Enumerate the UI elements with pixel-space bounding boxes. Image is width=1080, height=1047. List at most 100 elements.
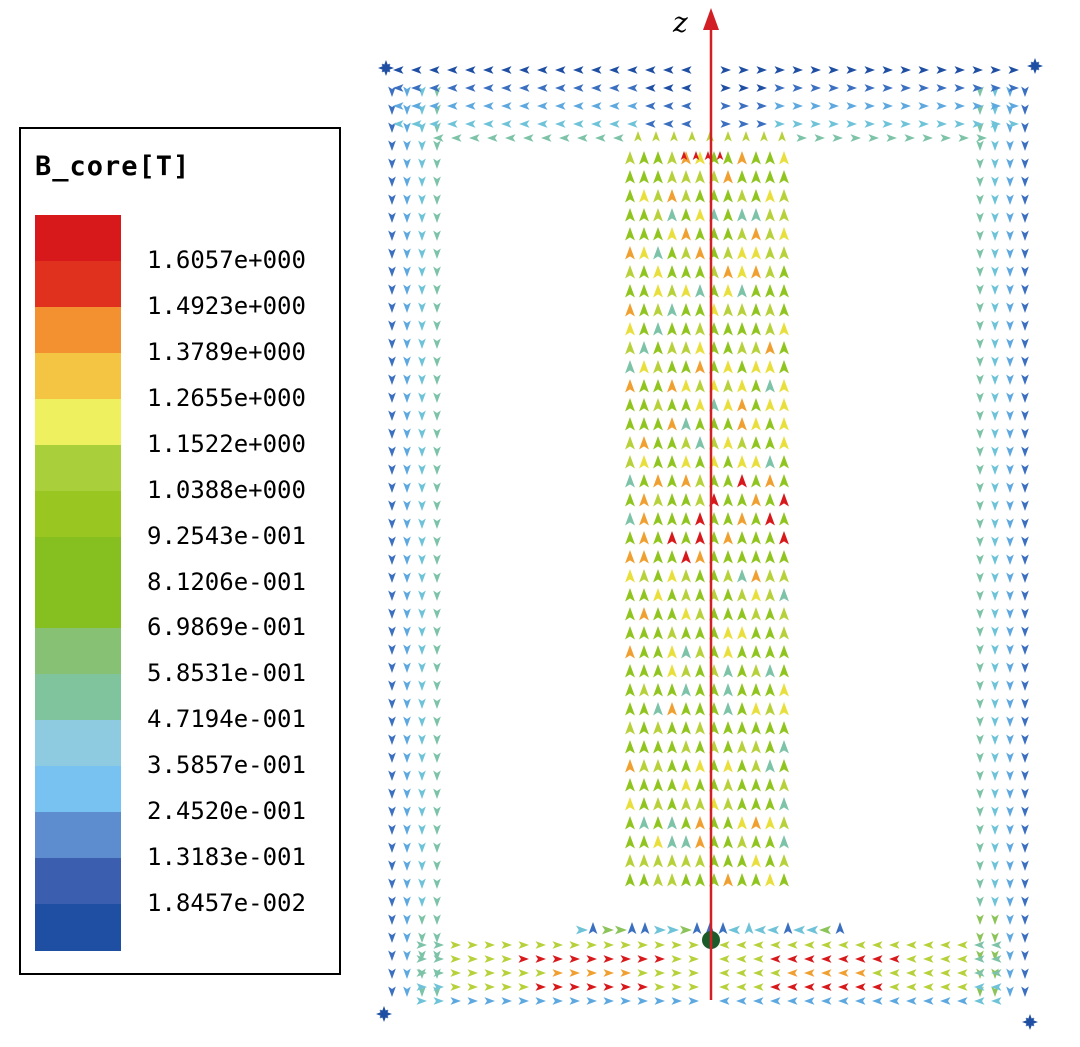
flux-arrow	[991, 983, 1002, 991]
flux-arrow	[723, 474, 733, 488]
flux-arrow	[779, 702, 789, 716]
flux-arrow	[639, 360, 649, 374]
flux-arrow	[418, 824, 426, 835]
flux-arrow	[1021, 464, 1029, 475]
flux-arrow	[779, 550, 789, 564]
flux-arrow	[779, 569, 789, 583]
flux-arrow	[418, 788, 426, 799]
flux-arrow	[779, 227, 789, 241]
flux-arrow	[681, 607, 691, 621]
flux-arrow	[695, 436, 705, 450]
flux-arrow	[393, 84, 404, 92]
flux-arrow	[681, 227, 691, 241]
flux-arrow	[804, 941, 815, 949]
legend-tick-label: 4.7194e-001	[147, 705, 306, 734]
flux-arrow	[429, 84, 440, 92]
flux-arrow	[954, 66, 965, 74]
flux-arrow	[681, 550, 691, 564]
flux-arrow	[501, 84, 512, 92]
flux-arrow	[555, 120, 566, 128]
flux-arrow	[603, 941, 614, 949]
flux-arrow	[737, 417, 747, 431]
flux-arrow	[388, 806, 396, 817]
flux-arrow	[627, 102, 638, 110]
flux-arrow	[388, 626, 396, 637]
flux-arrow	[1021, 554, 1029, 565]
flux-arrow	[433, 932, 441, 943]
flux-arrow	[639, 626, 649, 640]
flux-arrow	[976, 518, 984, 529]
flux-arrow	[388, 212, 396, 223]
flux-arrow	[738, 120, 749, 128]
flux-arrow	[1006, 482, 1014, 493]
flux-arrow	[737, 493, 747, 507]
flux-arrow	[388, 968, 396, 979]
flux-arrow	[555, 84, 566, 92]
flux-arrow	[667, 645, 677, 659]
flux-arrow	[779, 417, 789, 431]
flux-arrow	[667, 721, 677, 735]
flux-arrow	[653, 303, 663, 317]
flux-arrow	[653, 379, 663, 393]
flux-arrow	[418, 914, 426, 925]
flux-arrow	[855, 955, 866, 963]
flux-arrow	[906, 983, 917, 991]
flux-arrow	[418, 752, 426, 763]
flux-arrow	[388, 500, 396, 511]
flux-arrow	[645, 84, 656, 92]
flux-arrow	[737, 322, 747, 336]
flux-arrow	[751, 208, 761, 222]
flux-arrow	[936, 84, 947, 92]
flux-arrow	[751, 588, 761, 602]
flux-arrow	[991, 806, 999, 817]
flux-arrow	[779, 512, 789, 526]
flux-arrow	[388, 140, 396, 151]
flux-arrow	[1021, 482, 1029, 493]
flux-arrow	[692, 151, 700, 160]
flux-arrow	[753, 983, 764, 991]
flux-arrow	[681, 208, 691, 222]
flux-arrow	[433, 716, 441, 727]
flux-arrow	[552, 997, 563, 1005]
flux-arrow	[1031, 61, 1043, 71]
flux-arrow	[681, 759, 691, 773]
flux-arrow	[433, 554, 441, 565]
flux-arrow	[976, 842, 984, 853]
flux-arrow	[1006, 212, 1014, 223]
flux-arrow	[667, 683, 677, 697]
flux-arrow	[991, 356, 999, 367]
flux-arrow	[779, 474, 789, 488]
flux-arrow	[991, 734, 999, 745]
flux-arrow	[1006, 644, 1014, 655]
flux-arrow	[403, 590, 411, 601]
flux-arrow	[723, 816, 733, 830]
flux-arrow	[681, 835, 691, 849]
flux-arrow	[737, 265, 747, 279]
flux-arrow	[1021, 680, 1029, 691]
flux-arrow	[450, 941, 461, 949]
legend-tick-label: 1.3789e+000	[147, 337, 306, 366]
flux-arrow	[418, 896, 426, 907]
flux-arrow	[765, 512, 775, 526]
flux-arrow	[388, 572, 396, 583]
legend-tick-label: 1.6057e+000	[147, 245, 306, 274]
flux-arrow	[751, 550, 761, 564]
flux-arrow	[779, 626, 789, 640]
flux-arrow	[411, 84, 422, 92]
flux-arrow	[695, 246, 705, 260]
flux-arrow	[537, 102, 548, 110]
flux-arrow	[804, 983, 815, 991]
flux-arrow	[765, 189, 775, 203]
flux-arrow	[792, 102, 803, 110]
flux-arrow	[501, 983, 512, 991]
legend-swatch	[35, 812, 121, 859]
flux-arrow	[1006, 428, 1014, 439]
flux-arrow	[403, 662, 411, 673]
flux-arrow	[695, 512, 705, 526]
flux-arrow	[991, 194, 999, 205]
flux-arrow	[918, 120, 929, 128]
flux-arrow	[972, 120, 983, 128]
flux-arrow	[569, 969, 580, 977]
flux-arrow	[751, 398, 761, 412]
flux-arrow	[793, 925, 805, 935]
